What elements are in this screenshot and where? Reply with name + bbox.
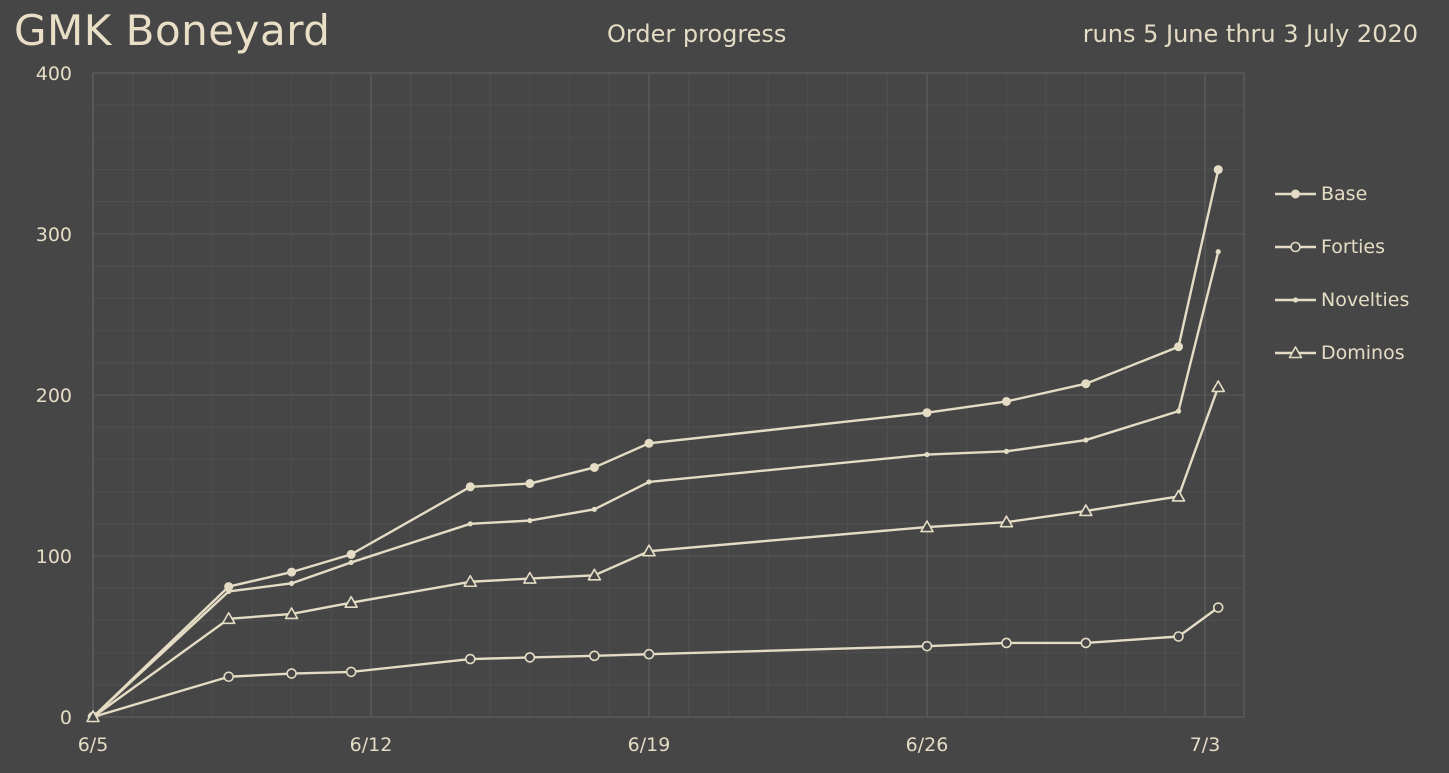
data-point — [527, 517, 533, 524]
series-novelties — [90, 249, 1221, 720]
data-point — [345, 666, 357, 678]
data-point — [1079, 504, 1093, 517]
data-point — [1288, 346, 1303, 359]
chart-subtitle: Order progress — [607, 20, 787, 48]
series-line — [92, 169, 1220, 718]
x-tick-label: 6/12 — [350, 734, 393, 756]
data-point — [589, 462, 599, 472]
data-point — [223, 671, 234, 683]
x-tick-label: 7/3 — [1190, 734, 1221, 756]
tick-labels: 0 100 200 300 400 6/5 6/12 6/19 6/26 7/3 — [36, 63, 1221, 756]
legend: Base Forties Novelties Dominos — [1275, 183, 1409, 364]
data-point — [587, 568, 602, 581]
data-point — [642, 544, 656, 557]
data-point — [86, 710, 100, 723]
data-point — [922, 408, 932, 418]
chart-title: GMK Boneyard — [14, 6, 331, 55]
data-point — [226, 588, 232, 595]
data-point — [1081, 379, 1091, 389]
x-tick-label: 6/5 — [78, 734, 109, 756]
x-tick-label: 6/19 — [628, 734, 671, 756]
data-point — [287, 567, 297, 577]
legend-item-dominos: Dominos — [1275, 342, 1405, 364]
data-point — [924, 451, 930, 458]
data-point — [284, 607, 299, 620]
data-point — [1212, 602, 1224, 613]
data-point — [1174, 342, 1184, 352]
series-dominos — [86, 380, 1226, 723]
series-line — [92, 606, 1219, 719]
series-base — [88, 165, 1223, 722]
x-tick-label: 6/26 — [906, 734, 949, 756]
legend-item-forties: Forties — [1275, 236, 1385, 258]
data-point — [1083, 437, 1089, 443]
data-point — [1171, 489, 1186, 502]
data-point — [1173, 631, 1184, 642]
series-line — [92, 251, 1220, 718]
data-point — [646, 479, 652, 485]
data-point — [1001, 396, 1011, 406]
data-point — [523, 571, 537, 584]
legend-item-novelties: Novelties — [1275, 289, 1409, 311]
data-point — [286, 668, 297, 679]
y-tick-label: 100 — [36, 546, 72, 568]
data-point — [589, 650, 600, 662]
y-tick-label: 0 — [60, 707, 72, 729]
data-point — [1213, 165, 1223, 175]
legend-label: Base — [1321, 183, 1367, 205]
legend-label: Novelties — [1321, 289, 1409, 311]
legend-label: Forties — [1321, 236, 1385, 258]
data-point — [463, 574, 478, 588]
data-point — [1211, 380, 1226, 393]
data-point — [346, 549, 356, 559]
data-point — [1292, 297, 1299, 303]
data-point — [344, 595, 358, 608]
series-line — [92, 386, 1220, 718]
data-point — [467, 521, 473, 527]
data-point — [348, 559, 354, 566]
data-point — [1215, 249, 1221, 255]
data-point — [1175, 408, 1182, 414]
data-point — [999, 515, 1014, 528]
data-point — [644, 438, 654, 448]
legend-item-base: Base — [1275, 183, 1367, 205]
data-point — [1291, 189, 1300, 199]
data-point — [465, 482, 475, 492]
data-point — [524, 652, 536, 663]
data-point — [920, 520, 934, 533]
data-point — [643, 648, 655, 660]
date-range: runs 5 June thru 3 July 2020 — [1082, 20, 1418, 48]
y-tick-label: 300 — [36, 224, 72, 246]
data-point — [1290, 241, 1301, 253]
data-point — [525, 479, 535, 489]
data-point — [1080, 637, 1092, 649]
data-point — [921, 640, 933, 652]
data-point — [221, 611, 236, 625]
series-lines — [86, 165, 1226, 723]
data-point — [464, 653, 476, 665]
y-tick-label: 200 — [36, 385, 72, 407]
data-point — [1003, 448, 1010, 454]
data-point — [1001, 637, 1012, 649]
legend-label: Dominos — [1321, 342, 1405, 364]
plot-frame — [92, 72, 1245, 718]
axes — [92, 72, 1245, 718]
y-tick-label: 400 — [36, 63, 72, 85]
grid — [92, 72, 1244, 718]
data-point — [591, 506, 597, 512]
data-point — [288, 580, 295, 586]
